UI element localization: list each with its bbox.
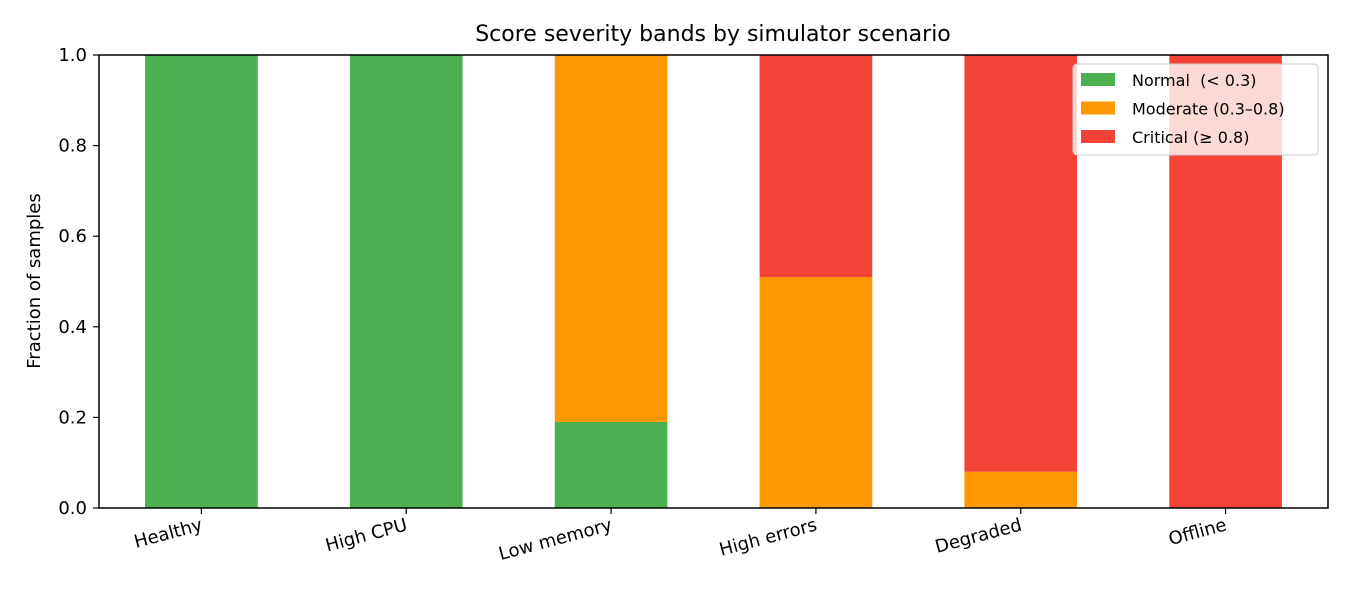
y-tick-label: 0.6 — [58, 226, 87, 247]
legend-label: Critical (≥ 0.8) — [1132, 128, 1249, 147]
legend: Normal (< 0.3) Moderate (0.3–0.8) Critical… — [1072, 63, 1319, 156]
x-tick-label: Degraded — [933, 515, 1024, 558]
chart-title: Score severity bands by simulator scenar… — [475, 22, 951, 47]
y-tick-label: 1.0 — [58, 45, 87, 66]
legend-swatch — [1081, 130, 1115, 143]
x-tick-label: Low memory — [497, 514, 615, 564]
y-tick-label: 0.4 — [58, 317, 87, 338]
legend-swatch — [1081, 73, 1115, 86]
legend-box — [1072, 63, 1319, 156]
bar-segment — [964, 471, 1078, 508]
bar-segment — [759, 276, 873, 508]
bar-segment — [554, 55, 668, 422]
bar-segment — [554, 421, 668, 508]
legend-label: Moderate (0.3–0.8) — [1132, 100, 1285, 119]
x-axis: Healthy High CPU Low memory High errors Degr… — [132, 508, 1229, 565]
y-axis: 0.0 0.2 0.4 0.6 0.8 1.0 — [58, 45, 99, 519]
legend-swatch — [1081, 101, 1115, 115]
legend-label: Normal (< 0.3) — [1132, 71, 1256, 90]
y-axis-label: Fraction of samples — [24, 193, 45, 368]
y-tick-label: 0.0 — [58, 498, 87, 519]
plot-frame — [98, 54, 1329, 509]
bar-segment — [145, 55, 258, 508]
x-tick-label: Healthy — [132, 514, 205, 552]
x-tick-label: High errors — [717, 515, 819, 561]
bar-segment — [349, 55, 463, 508]
bars — [145, 55, 1282, 508]
x-tick-label: High CPU — [323, 515, 409, 557]
bar-segment — [759, 55, 873, 277]
bar-segment — [964, 55, 1078, 472]
y-tick-label: 0.8 — [58, 136, 87, 157]
x-tick-label: Offline — [1166, 515, 1228, 551]
y-tick-label: 0.2 — [58, 407, 87, 428]
